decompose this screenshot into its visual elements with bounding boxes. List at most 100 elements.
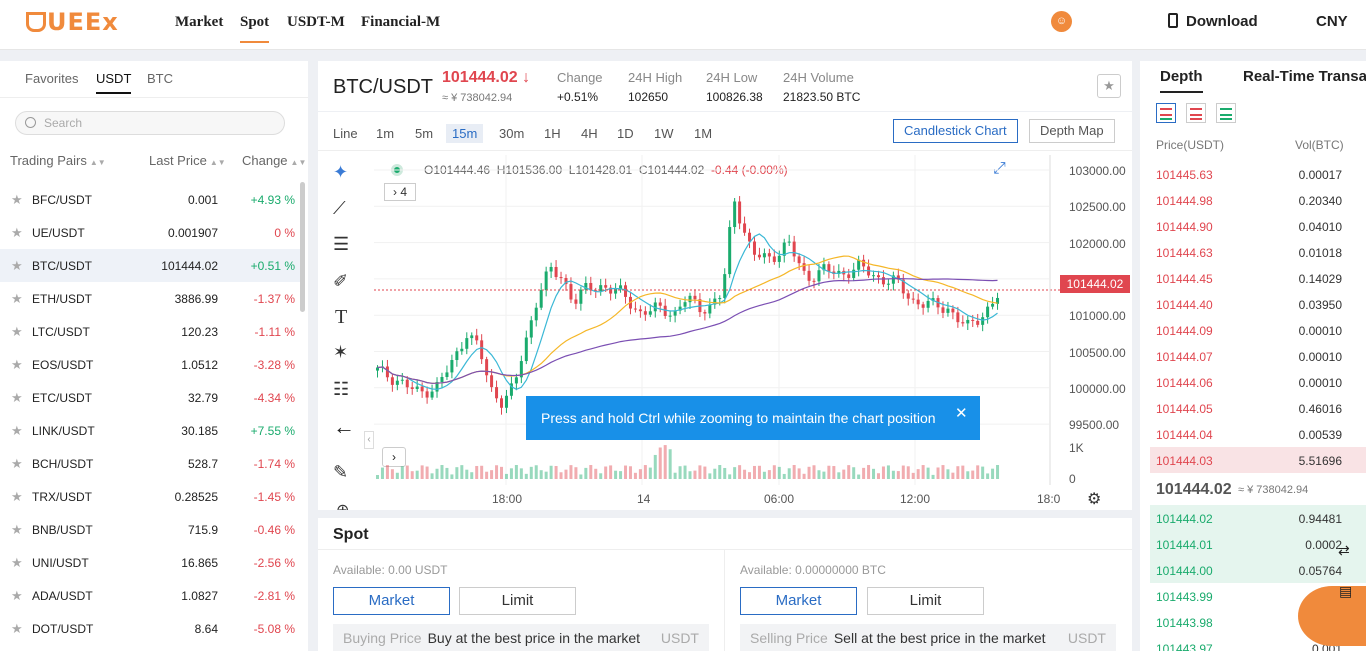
bid-row[interactable]: 101444.01 0.0002 xyxy=(1150,531,1366,557)
favorite-star-icon[interactable]: ★ xyxy=(1097,74,1121,98)
candlestick-chart-button[interactable]: Candlestick Chart xyxy=(893,119,1018,143)
star-icon[interactable]: ★ xyxy=(11,258,23,273)
pair-row[interactable]: ★ UNI/USDT 16.865 -2.56 % xyxy=(0,546,300,579)
zoom-in-icon[interactable]: ⊕ xyxy=(336,500,352,510)
pair-row[interactable]: ★ ETH/USDT 3886.99 -1.37 % xyxy=(0,282,300,315)
ask-row[interactable]: 101444.04 0.00539 xyxy=(1150,421,1366,447)
back-arrow-icon[interactable]: ← xyxy=(333,414,355,439)
tab-real-time-transactions[interactable]: Real-Time Transac xyxy=(1243,68,1366,85)
indicator-toggle[interactable]: › 4 xyxy=(384,183,416,201)
bid-row[interactable]: 101443.97 0.001 xyxy=(1150,635,1366,651)
volume-toggle[interactable]: › xyxy=(382,447,406,467)
interval-30m[interactable]: 30m xyxy=(499,126,525,141)
bid-row[interactable]: 101443.99 xyxy=(1150,583,1366,609)
ask-row[interactable]: 101444.09 0.00010 xyxy=(1150,317,1366,343)
trendline-icon[interactable]: ⟋ xyxy=(333,198,346,218)
sell-price-field[interactable]: Selling Price Sell at the best price in t… xyxy=(740,624,1116,651)
nav-spot[interactable]: Spot xyxy=(240,14,270,43)
star-icon[interactable]: ★ xyxy=(11,621,23,636)
search-input[interactable]: Search xyxy=(15,111,285,135)
pair-row[interactable]: ★ ADA/USDT 1.0827 -2.81 % xyxy=(0,579,300,612)
pair-list-scrollbar[interactable] xyxy=(300,182,305,312)
star-icon[interactable]: ★ xyxy=(11,456,23,471)
pair-row[interactable]: ★ LINK/USDT 30.185 +7.55 % xyxy=(0,414,300,447)
ask-row[interactable]: 101444.45 0.14029 xyxy=(1150,265,1366,291)
tab-favorites[interactable]: Favorites xyxy=(25,71,79,86)
view-both-icon[interactable] xyxy=(1156,103,1176,123)
tab-depth[interactable]: Depth xyxy=(1160,68,1203,93)
header-trading-pairs[interactable]: Trading Pairs ▲▼ xyxy=(10,153,106,168)
buy-market-button[interactable]: Market xyxy=(333,587,450,615)
fullscreen-icon[interactable]: ⤢ xyxy=(993,160,1006,177)
translate-icon[interactable]: ⇄ xyxy=(1338,542,1350,558)
tab-btc[interactable]: BTC xyxy=(147,71,173,86)
star-icon[interactable]: ★ xyxy=(11,192,23,207)
crosshair-icon[interactable]: ✦ xyxy=(333,162,349,182)
toast-close-icon[interactable]: ✕ xyxy=(955,405,968,422)
view-bids-icon[interactable] xyxy=(1216,103,1236,123)
buy-limit-button[interactable]: Limit xyxy=(459,587,576,615)
pair-row[interactable]: ★ BCH/USDT 528.7 -1.74 % xyxy=(0,447,300,480)
text-tool-icon[interactable]: T xyxy=(335,306,348,328)
bid-row[interactable]: 101444.02 0.94481 xyxy=(1150,505,1366,531)
interval-4h[interactable]: 4H xyxy=(581,126,598,141)
measure-icon[interactable]: ☷ xyxy=(333,379,350,399)
ask-row[interactable]: 101445.63 0.00017 xyxy=(1150,161,1366,187)
star-icon[interactable]: ★ xyxy=(11,291,23,306)
interval-1d[interactable]: 1D xyxy=(617,126,634,141)
ask-row[interactable]: 101444.98 0.20340 xyxy=(1150,187,1366,213)
star-icon[interactable]: ★ xyxy=(11,522,23,537)
ruler-icon[interactable]: ✎ xyxy=(333,462,349,482)
nav-usdt-m[interactable]: USDT-M xyxy=(287,14,345,30)
chat-support-icon[interactable] xyxy=(1298,586,1366,646)
buy-price-field[interactable]: Buying Price Buy at the best price in the… xyxy=(333,624,709,651)
tab-usdt[interactable]: USDT xyxy=(96,71,132,94)
ask-row[interactable]: 101444.40 0.03950 xyxy=(1150,291,1366,317)
download-button[interactable]: Download xyxy=(1168,13,1258,30)
pair-row[interactable]: ★ ETC/USDT 32.79 -4.34 % xyxy=(0,381,300,414)
ask-row[interactable]: 101444.05 0.46016 xyxy=(1150,395,1366,421)
sell-limit-button[interactable]: Limit xyxy=(867,587,984,615)
star-icon[interactable]: ★ xyxy=(11,423,23,438)
nav-market[interactable]: Market xyxy=(175,14,224,30)
ask-row[interactable]: 101444.90 0.04010 xyxy=(1150,213,1366,239)
currency-selector[interactable]: CNY xyxy=(1316,13,1348,30)
logo[interactable]: UEEx xyxy=(26,8,119,36)
interval-1m[interactable]: 1M xyxy=(694,126,713,141)
pair-row[interactable]: ★ LTC/USDT 120.23 -1.11 % xyxy=(0,315,300,348)
star-icon[interactable]: ★ xyxy=(11,390,23,405)
pair-row[interactable]: ★ BTC/USDT 101444.02 +0.51 % xyxy=(0,249,300,282)
collapse-toolbar-icon[interactable]: ‹ xyxy=(364,431,374,449)
pair-row[interactable]: ★ UE/USDT 0.001907 0 % xyxy=(0,216,300,249)
interval-5m[interactable]: 5m xyxy=(415,126,434,141)
view-asks-icon[interactable] xyxy=(1186,103,1206,123)
star-icon[interactable]: ★ xyxy=(11,324,23,339)
ask-row[interactable]: 101444.63 0.01018 xyxy=(1150,239,1366,265)
star-icon[interactable]: ★ xyxy=(11,489,23,504)
depth-map-button[interactable]: Depth Map xyxy=(1029,119,1115,143)
pair-row[interactable]: ★ BFC/USDT 0.001 +4.93 % xyxy=(0,183,300,216)
nav-financial-m[interactable]: Financial-M xyxy=(361,14,441,30)
header-change[interactable]: Change ▲▼ xyxy=(242,153,307,168)
interval-1w[interactable]: 1W xyxy=(654,126,674,141)
pattern-icon[interactable]: ✶ xyxy=(333,342,349,362)
ask-row[interactable]: 101444.06 0.00010 xyxy=(1150,369,1366,395)
sell-market-button[interactable]: Market xyxy=(740,587,857,615)
pair-row[interactable]: ★ DOT/USDT 8.64 -5.08 % xyxy=(0,612,300,645)
pair-row[interactable]: ★ TRX/USDT 0.28525 -1.45 % xyxy=(0,480,300,513)
interval-15m[interactable]: 15m xyxy=(446,124,484,143)
pair-row[interactable]: ★ EOS/USDT 1.0512 -3.28 % xyxy=(0,348,300,381)
chart-settings-gear-icon[interactable]: ⚙ xyxy=(1087,491,1102,508)
brush-icon[interactable]: ✐ xyxy=(333,271,349,291)
ask-row[interactable]: 101444.03 5.51696 xyxy=(1150,447,1366,473)
interval-line[interactable]: Line xyxy=(333,126,358,141)
book-icon[interactable]: ▤ xyxy=(1339,583,1353,599)
star-icon[interactable]: ★ xyxy=(11,555,23,570)
fib-icon[interactable]: ☰ xyxy=(333,234,350,254)
ask-row[interactable]: 101444.07 0.00010 xyxy=(1150,343,1366,369)
star-icon[interactable]: ★ xyxy=(11,588,23,603)
pair-row[interactable]: ★ BNB/USDT 715.9 -0.46 % xyxy=(0,513,300,546)
star-icon[interactable]: ★ xyxy=(11,357,23,372)
interval-1m[interactable]: 1m xyxy=(376,126,395,141)
user-avatar-icon[interactable]: ☺ xyxy=(1051,11,1072,32)
